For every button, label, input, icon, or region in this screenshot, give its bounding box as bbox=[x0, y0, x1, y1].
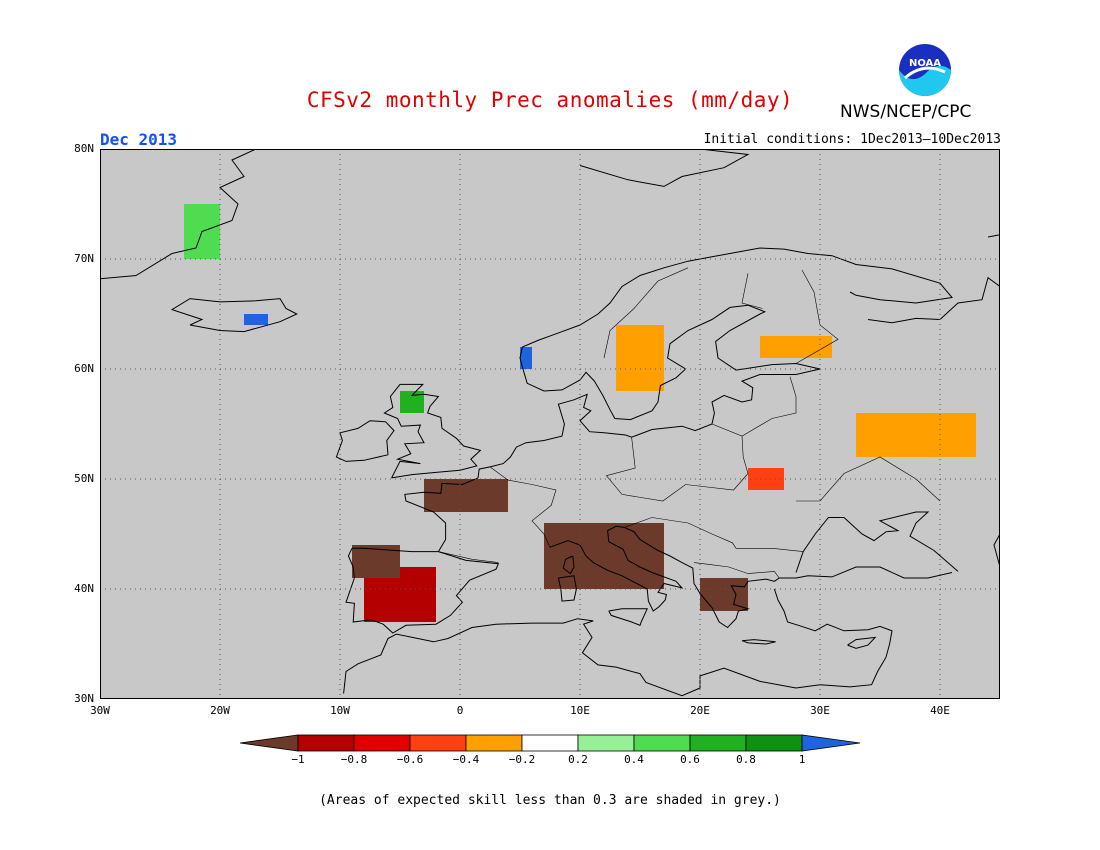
anomaly-patch bbox=[400, 391, 424, 413]
coastline-iceland bbox=[170, 298, 298, 333]
lat-tick-label: 50N bbox=[74, 472, 94, 485]
lon-tick-label: 40E bbox=[930, 704, 950, 717]
colorbar-lower-arrow bbox=[240, 734, 299, 752]
border-line bbox=[741, 273, 763, 309]
coastline-africa bbox=[343, 618, 761, 697]
coastline-novaya bbox=[987, 234, 1000, 238]
coastline-whitesea bbox=[867, 276, 1000, 324]
colorbar-segment bbox=[745, 734, 803, 752]
border-line bbox=[693, 562, 780, 579]
lat-tick-label: 80N bbox=[74, 142, 94, 155]
coastline-sicily bbox=[608, 608, 648, 626]
agency-label: NWS/NCEP/CPC bbox=[840, 102, 972, 122]
footnote: (Areas of expected skill less than 0.3 a… bbox=[319, 793, 781, 808]
coastline-iberia bbox=[345, 547, 500, 634]
coastline-blacksea_n bbox=[795, 511, 959, 573]
colorbar-segment bbox=[521, 734, 579, 752]
colorbar-segment bbox=[689, 734, 747, 752]
lon-tick-label: 20E bbox=[690, 704, 710, 717]
month-label: Dec 2013 bbox=[100, 130, 178, 149]
coastline-italy bbox=[549, 525, 953, 629]
lon-tick-label: 20W bbox=[210, 704, 230, 717]
lon-tick-label: 30W bbox=[90, 704, 110, 717]
colorbar-tick-label: 0.8 bbox=[736, 753, 756, 766]
colorbar-tick-label: 0.4 bbox=[624, 753, 644, 766]
coastline-britain bbox=[383, 383, 482, 479]
lon-tick-label: 10W bbox=[330, 704, 350, 717]
colorbar-upper-arrow bbox=[801, 734, 860, 752]
anomaly-patch bbox=[424, 479, 508, 512]
coastline-cyprus bbox=[847, 636, 877, 649]
anomaly-patch bbox=[244, 314, 268, 325]
lon-tick-label: 10E bbox=[570, 704, 590, 717]
coastline-lowlands bbox=[489, 393, 632, 468]
colorbar-segment bbox=[633, 734, 691, 752]
border-line bbox=[796, 456, 941, 502]
colorbar-tick-label: −0.4 bbox=[452, 753, 480, 766]
logo-text: NOAA bbox=[909, 58, 941, 69]
coastline-france bbox=[404, 466, 491, 552]
noaa-logo: NOAA bbox=[899, 44, 951, 96]
colorbar-tick-label: 0.6 bbox=[680, 753, 700, 766]
lon-tick-label: 30E bbox=[810, 704, 830, 717]
colorbar-segment bbox=[577, 734, 635, 752]
colorbar-tick-label: −1 bbox=[291, 753, 305, 766]
anomaly-patch bbox=[760, 336, 832, 358]
colorbar-tick-label: −0.6 bbox=[396, 753, 424, 766]
coastline-ireland bbox=[335, 420, 395, 462]
colorbar-tick-label: 0.2 bbox=[568, 753, 588, 766]
coastline-svalbard bbox=[579, 149, 750, 187]
coastline-scand bbox=[519, 247, 953, 421]
colorbar-segment bbox=[409, 734, 467, 752]
anomaly-patch bbox=[520, 347, 532, 369]
border-line bbox=[603, 267, 689, 359]
coastline-poland bbox=[631, 368, 821, 438]
colorbar-tick-label: −0.2 bbox=[508, 753, 536, 766]
lon-tick-label: 0 bbox=[456, 704, 464, 717]
coastline-caspian bbox=[993, 533, 1000, 568]
colorbar-tick-label: −0.8 bbox=[340, 753, 368, 766]
chart-title: CFSv2 monthly Prec anomalies (mm/day) bbox=[306, 88, 794, 112]
anomaly-patch bbox=[544, 523, 664, 589]
border-line bbox=[489, 466, 557, 548]
map-background bbox=[100, 149, 1000, 699]
anomaly-patch bbox=[616, 325, 664, 391]
lat-tick-label: 60N bbox=[74, 362, 94, 375]
lat-tick-label: 70N bbox=[74, 252, 94, 265]
lat-tick-label: 40N bbox=[74, 582, 94, 595]
lat-tick-label: 30N bbox=[74, 692, 94, 705]
colorbar-segment bbox=[353, 734, 411, 752]
border-line bbox=[605, 423, 749, 502]
coastline-greenland bbox=[100, 149, 257, 280]
border-line bbox=[438, 551, 499, 563]
coastline-crete bbox=[741, 639, 776, 645]
border-line bbox=[741, 376, 797, 437]
coastline-levant bbox=[759, 643, 891, 689]
precipitation-anomaly-map bbox=[100, 149, 1000, 699]
colorbar-tick-label: 1 bbox=[798, 753, 806, 766]
initial-conditions: Initial conditions: 1Dec2013–10Dec2013 bbox=[703, 132, 1001, 147]
colorbar-segment bbox=[465, 734, 523, 752]
colorbar-legend bbox=[240, 734, 860, 752]
anomaly-patch bbox=[856, 413, 976, 457]
anomaly-patch bbox=[700, 578, 748, 611]
coastline-turkey_s bbox=[773, 588, 893, 645]
coastline-corsica bbox=[562, 555, 575, 575]
colorbar-segment bbox=[297, 734, 355, 752]
border-line bbox=[624, 517, 804, 552]
